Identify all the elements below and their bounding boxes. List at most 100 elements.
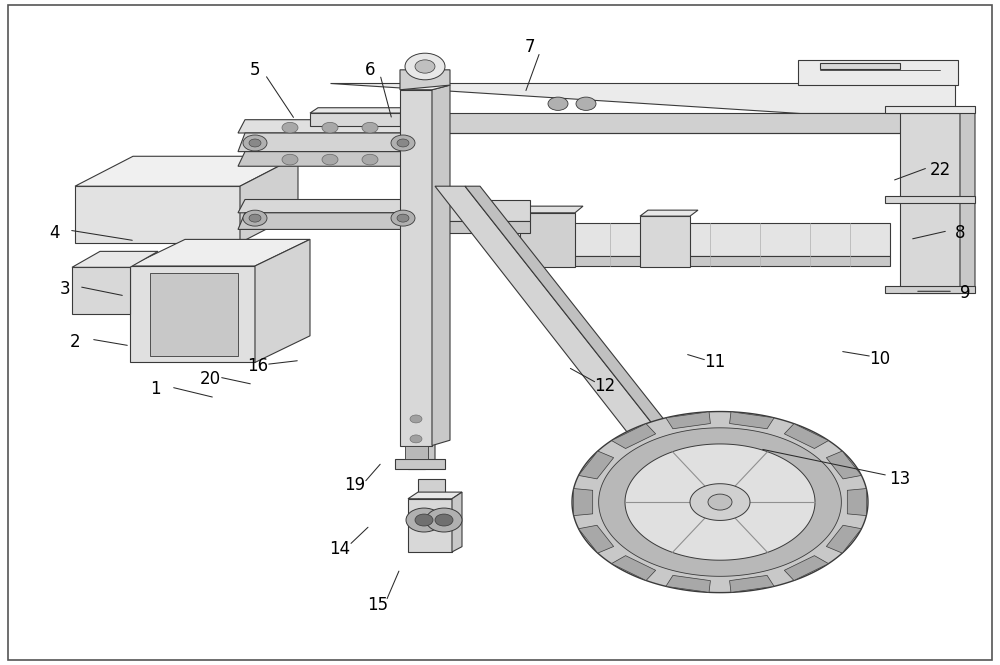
Circle shape bbox=[322, 122, 338, 133]
Circle shape bbox=[415, 60, 435, 73]
Polygon shape bbox=[72, 251, 158, 267]
Circle shape bbox=[282, 122, 298, 133]
Polygon shape bbox=[408, 273, 425, 469]
Polygon shape bbox=[611, 556, 656, 581]
Polygon shape bbox=[452, 492, 462, 552]
Polygon shape bbox=[238, 120, 415, 133]
Circle shape bbox=[249, 214, 261, 222]
Text: 11: 11 bbox=[704, 353, 726, 372]
Text: 19: 19 bbox=[344, 476, 366, 495]
Polygon shape bbox=[425, 269, 435, 469]
Circle shape bbox=[243, 135, 267, 151]
Polygon shape bbox=[599, 428, 841, 577]
Text: 3: 3 bbox=[60, 280, 70, 299]
Polygon shape bbox=[330, 113, 955, 133]
Polygon shape bbox=[611, 424, 656, 448]
Polygon shape bbox=[520, 256, 890, 266]
Polygon shape bbox=[826, 451, 861, 479]
Polygon shape bbox=[130, 266, 255, 362]
Text: 16: 16 bbox=[247, 356, 269, 375]
Circle shape bbox=[548, 97, 568, 110]
Polygon shape bbox=[900, 113, 960, 293]
Polygon shape bbox=[826, 525, 861, 553]
Polygon shape bbox=[465, 186, 695, 459]
Circle shape bbox=[708, 494, 732, 510]
Text: 14: 14 bbox=[329, 539, 351, 558]
Polygon shape bbox=[520, 206, 583, 213]
Text: 2: 2 bbox=[70, 333, 80, 352]
Circle shape bbox=[397, 214, 409, 222]
Text: 5: 5 bbox=[250, 61, 260, 79]
Polygon shape bbox=[520, 213, 575, 267]
Polygon shape bbox=[690, 483, 750, 521]
Polygon shape bbox=[625, 444, 815, 560]
Polygon shape bbox=[400, 90, 432, 446]
Polygon shape bbox=[798, 60, 958, 85]
Text: 22: 22 bbox=[929, 160, 951, 179]
Polygon shape bbox=[150, 273, 238, 356]
Polygon shape bbox=[800, 63, 955, 70]
Polygon shape bbox=[330, 83, 955, 113]
Circle shape bbox=[249, 139, 261, 147]
Circle shape bbox=[391, 135, 415, 151]
Polygon shape bbox=[405, 446, 428, 459]
Polygon shape bbox=[400, 70, 450, 90]
Polygon shape bbox=[847, 489, 866, 515]
Text: 13: 13 bbox=[889, 469, 911, 488]
Polygon shape bbox=[72, 267, 130, 314]
Polygon shape bbox=[784, 424, 829, 448]
Circle shape bbox=[576, 97, 596, 110]
Polygon shape bbox=[572, 412, 868, 593]
Polygon shape bbox=[640, 216, 690, 267]
Text: 15: 15 bbox=[367, 596, 389, 614]
Circle shape bbox=[435, 514, 453, 526]
Polygon shape bbox=[255, 239, 310, 362]
Polygon shape bbox=[730, 575, 774, 593]
Polygon shape bbox=[408, 499, 452, 552]
Circle shape bbox=[406, 508, 442, 532]
Text: 12: 12 bbox=[594, 376, 616, 395]
Polygon shape bbox=[238, 213, 415, 229]
Circle shape bbox=[426, 508, 462, 532]
Text: 8: 8 bbox=[955, 223, 965, 242]
Polygon shape bbox=[400, 85, 450, 90]
Circle shape bbox=[405, 53, 445, 80]
Polygon shape bbox=[130, 239, 310, 266]
Polygon shape bbox=[574, 489, 593, 515]
Polygon shape bbox=[310, 108, 408, 113]
Circle shape bbox=[397, 139, 409, 147]
Polygon shape bbox=[395, 459, 445, 469]
Circle shape bbox=[415, 514, 433, 526]
Polygon shape bbox=[240, 156, 298, 243]
Polygon shape bbox=[310, 113, 400, 126]
Polygon shape bbox=[885, 106, 975, 113]
Polygon shape bbox=[640, 210, 698, 216]
Circle shape bbox=[322, 154, 338, 165]
Polygon shape bbox=[960, 106, 975, 293]
Polygon shape bbox=[238, 133, 415, 152]
Text: 9: 9 bbox=[960, 283, 970, 302]
Polygon shape bbox=[820, 63, 900, 69]
Polygon shape bbox=[885, 196, 975, 203]
Polygon shape bbox=[520, 223, 890, 256]
Text: 4: 4 bbox=[50, 223, 60, 242]
Polygon shape bbox=[432, 85, 450, 446]
Polygon shape bbox=[418, 479, 445, 499]
Text: 20: 20 bbox=[199, 370, 221, 388]
Polygon shape bbox=[666, 575, 710, 593]
Polygon shape bbox=[730, 412, 774, 429]
Circle shape bbox=[410, 415, 422, 423]
Polygon shape bbox=[666, 412, 710, 429]
Circle shape bbox=[362, 154, 378, 165]
Text: 6: 6 bbox=[365, 61, 375, 79]
Circle shape bbox=[243, 210, 267, 226]
Circle shape bbox=[282, 154, 298, 165]
Polygon shape bbox=[579, 525, 614, 553]
Circle shape bbox=[410, 435, 422, 443]
Polygon shape bbox=[408, 492, 462, 499]
Polygon shape bbox=[784, 556, 829, 581]
Polygon shape bbox=[432, 221, 530, 233]
Polygon shape bbox=[800, 63, 955, 83]
Polygon shape bbox=[75, 186, 240, 243]
Circle shape bbox=[362, 122, 378, 133]
